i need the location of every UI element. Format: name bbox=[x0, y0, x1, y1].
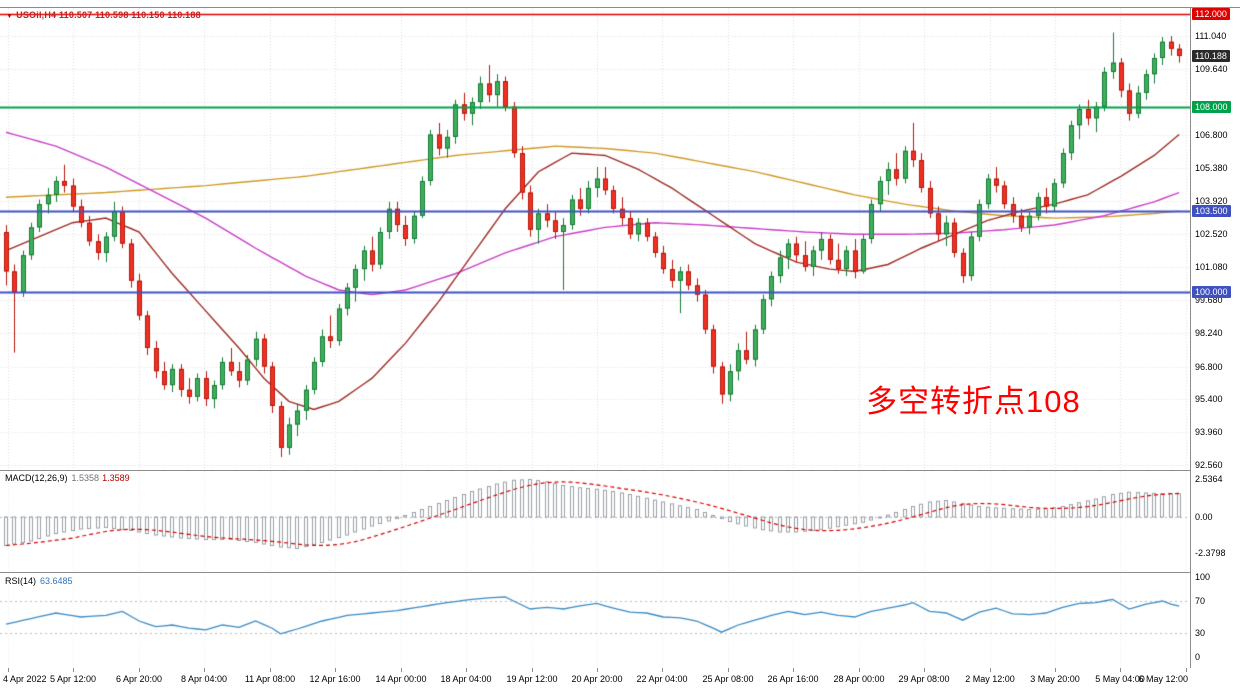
price-axis-label: 105.380 bbox=[1195, 162, 1228, 173]
macd-header: MACD(12,26,9) 1.5358 1.3589 bbox=[5, 473, 130, 483]
time-axis-label: 11 Apr 08:00 bbox=[244, 674, 296, 684]
time-axis-tick bbox=[662, 668, 663, 672]
time-axis-label: 20 Apr 20:00 bbox=[571, 674, 623, 684]
time-axis-label: 12 Apr 16:00 bbox=[309, 674, 361, 684]
rsi-axis-label: 30 bbox=[1195, 628, 1206, 638]
price-axis-label: 99.680 bbox=[1195, 294, 1223, 305]
time-axis-label: 26 Apr 16:00 bbox=[767, 674, 819, 684]
macd-axis-label: 2.5364 bbox=[1195, 473, 1223, 484]
rsi-axis-label: 0 bbox=[1195, 652, 1201, 662]
time-axis-label: 22 Apr 04:00 bbox=[636, 674, 688, 684]
macd-signal-value: 1.3589 bbox=[102, 473, 130, 483]
time-axis-label: 3 May 20:00 bbox=[1030, 674, 1080, 684]
time-axis-tick bbox=[1120, 668, 1121, 672]
price-axis-badge: 103.500 bbox=[1192, 205, 1231, 218]
time-axis-label: 6 May 12:00 bbox=[1138, 674, 1188, 684]
time-axis: 4 Apr 2022 5 Apr 12:00 6 Apr 20:00 8 Apr 04… bbox=[0, 668, 1240, 698]
rsi-axis-label: 70 bbox=[1195, 596, 1206, 606]
price-axis-label: 101.080 bbox=[1195, 262, 1228, 273]
price-axis-label: 93.960 bbox=[1195, 427, 1223, 438]
time-axis-tick bbox=[466, 668, 467, 672]
price-axis-label: 109.640 bbox=[1195, 63, 1228, 74]
time-axis-tick bbox=[401, 668, 402, 672]
panel-divider bbox=[0, 572, 1240, 573]
time-axis-tick bbox=[990, 668, 991, 672]
macd-main-value: 1.5358 bbox=[71, 473, 100, 483]
time-axis-tick bbox=[73, 668, 74, 672]
time-axis-label: 25 Apr 08:00 bbox=[702, 674, 754, 684]
price-axis-label: 98.240 bbox=[1195, 328, 1223, 339]
time-axis-tick bbox=[270, 668, 271, 672]
time-axis-label: 18 Apr 04:00 bbox=[440, 674, 492, 684]
price-axis-badge: 100.000 bbox=[1192, 286, 1231, 299]
panel-divider bbox=[0, 470, 1240, 471]
time-axis-tick bbox=[1186, 668, 1187, 672]
price-axis-label: 102.520 bbox=[1195, 228, 1228, 239]
time-axis-label: 8 Apr 04:00 bbox=[180, 674, 228, 684]
price-axis-badge: 110.188 bbox=[1192, 49, 1230, 62]
macd-axis-label: -2.3798 bbox=[1195, 547, 1226, 558]
price-axis-badge: 112.000 bbox=[1192, 7, 1230, 20]
macd-axis-label: 0.00 bbox=[1195, 512, 1213, 522]
time-axis-tick bbox=[793, 668, 794, 672]
rsi-header: RSI(14) 63.6485 bbox=[5, 576, 73, 586]
time-axis-label: 5 Apr 12:00 bbox=[49, 674, 97, 684]
rsi-value: 63.6485 bbox=[40, 576, 73, 586]
price-axis-label: 106.800 bbox=[1195, 129, 1228, 140]
rsi-label: RSI(14) bbox=[5, 576, 37, 586]
ohlc-readout: 110.507 110.598 110.150 110.188 bbox=[58, 10, 201, 20]
main-price-chart[interactable] bbox=[0, 8, 1190, 470]
time-axis-label: 29 Apr 08:00 bbox=[898, 674, 950, 684]
time-axis-tick bbox=[597, 668, 598, 672]
time-axis-label: 19 Apr 12:00 bbox=[506, 674, 558, 684]
time-axis-tick bbox=[204, 668, 205, 672]
rsi-axis-label: 100 bbox=[1195, 572, 1211, 582]
time-axis-label: 14 Apr 00:00 bbox=[375, 674, 427, 684]
time-axis-tick bbox=[532, 668, 533, 672]
price-axis-label: 96.800 bbox=[1195, 361, 1223, 372]
chart-top-border bbox=[0, 7, 1240, 8]
macd-indicator-chart[interactable] bbox=[0, 471, 1190, 571]
time-axis-tick bbox=[1055, 668, 1056, 672]
time-axis-tick bbox=[924, 668, 925, 672]
price-axis-badge: 108.000 bbox=[1192, 100, 1231, 113]
time-axis-tick bbox=[139, 668, 140, 672]
symbol-marker-icon: ▼ bbox=[6, 13, 14, 20]
price-axis-label: 103.920 bbox=[1195, 196, 1228, 207]
price-axis-label: 111.040 bbox=[1195, 31, 1227, 42]
rsi-indicator-chart[interactable] bbox=[0, 573, 1190, 667]
macd-label: MACD(12,26,9) bbox=[5, 473, 68, 483]
price-axis: 111.040 109.640 106.800 105.380 103.920 102.5… bbox=[1190, 7, 1240, 668]
time-axis-label: 5 May 04:00 bbox=[1095, 674, 1145, 684]
time-axis-label: 28 Apr 00:00 bbox=[833, 674, 885, 684]
chart-title: ▼ USOil,H4 110.507 110.598 110.150 110.18… bbox=[6, 10, 201, 20]
time-axis-label: 6 Apr 20:00 bbox=[115, 674, 163, 684]
time-axis-tick bbox=[859, 668, 860, 672]
chart-annotation: 多空转折点108 bbox=[866, 384, 1081, 419]
time-axis-label: 2 May 12:00 bbox=[965, 674, 1015, 684]
price-axis-label: 95.400 bbox=[1195, 394, 1223, 405]
time-axis-tick bbox=[335, 668, 336, 672]
time-axis-label: 4 Apr 2022 bbox=[3, 674, 47, 684]
symbol-timeframe: USOil,H4 bbox=[16, 10, 57, 20]
price-axis-label: 92.560 bbox=[1195, 459, 1223, 470]
time-axis-tick bbox=[8, 668, 9, 672]
time-axis-tick bbox=[728, 668, 729, 672]
